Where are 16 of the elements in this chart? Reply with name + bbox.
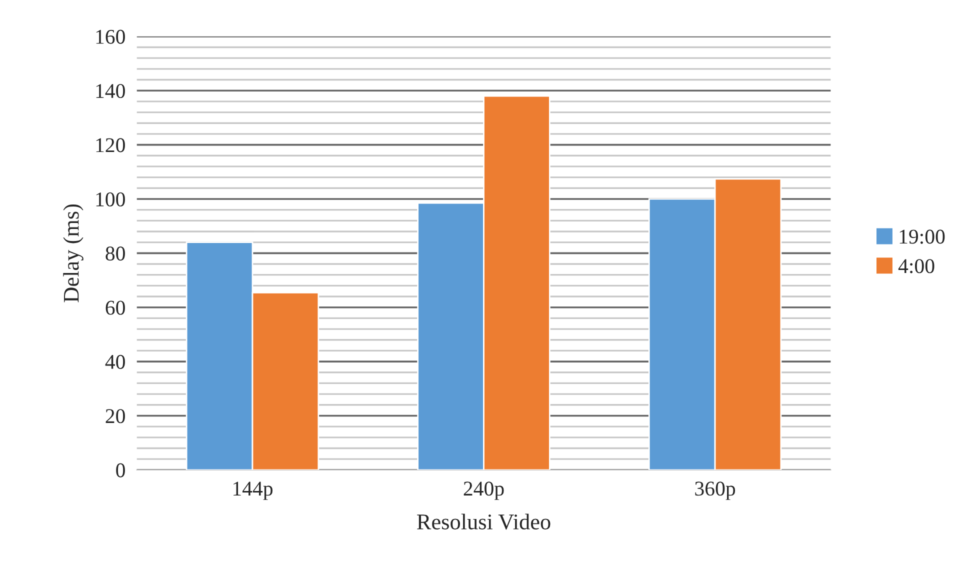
y-tick-label: 120 <box>96 138 125 152</box>
y-tick-label: 20 <box>106 409 125 424</box>
x-tick-label: 360p <box>695 482 736 500</box>
y-tick-label: 140 <box>96 84 125 98</box>
y-axis-title: Delay (ms) <box>63 204 84 302</box>
legend-label: 19:00 <box>900 230 945 244</box>
y-tick-label: 80 <box>106 246 125 261</box>
x-tick-label: 144p <box>233 482 273 500</box>
y-tick-label: 40 <box>105 354 125 369</box>
y-tick-label: 160 <box>96 30 125 44</box>
legend-label: 4:00 <box>898 259 934 274</box>
y-tick-label: 60 <box>106 300 125 315</box>
x-tick-label: 240p <box>464 482 504 500</box>
y-tick-label: 0 <box>116 463 125 478</box>
y-tick-label: 100 <box>96 192 125 206</box>
x-axis-title: Resolusi Video <box>417 514 550 530</box>
